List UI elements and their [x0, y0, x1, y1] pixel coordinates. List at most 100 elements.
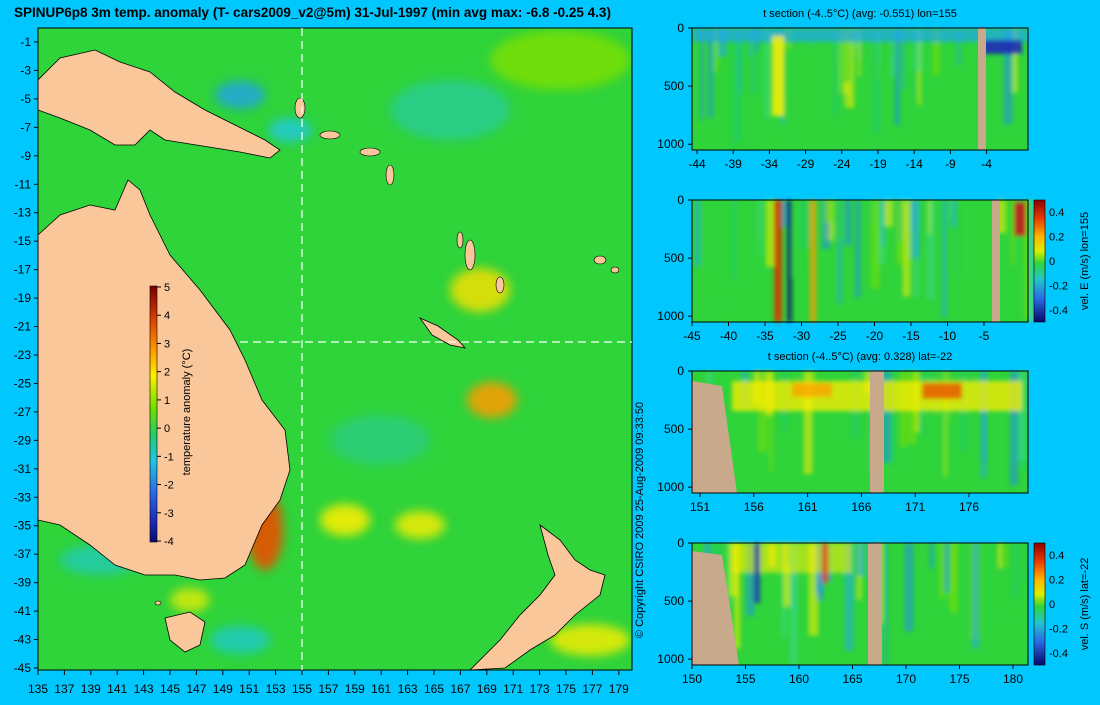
section-x-tick-label: 175 — [949, 672, 969, 686]
map-y-tick-label: -19 — [14, 291, 32, 305]
land-new-caledonia — [418, 317, 467, 349]
map-x-tick-label: 157 — [318, 682, 338, 696]
map-y-tick-label: -15 — [14, 234, 32, 248]
section-x-tick-label: 171 — [905, 500, 925, 514]
section-y-tick-label: 0 — [677, 364, 684, 378]
velocity-colorbar — [1033, 542, 1046, 666]
map-x-tick-label: 161 — [371, 682, 391, 696]
section-x-tick-label: -34 — [761, 157, 779, 171]
map-x-tick-label: 135 — [28, 682, 48, 696]
velocity-colorbar-tick-label: 0.2 — [1049, 232, 1064, 244]
colorbar-tick-label: 0 — [164, 423, 170, 435]
map-y-tick-label: -29 — [14, 433, 32, 447]
section-panel-3: 0 500 1000 150 155 160 165 170 175 180 0.4 0.2 0 -0.2… — [657, 536, 1091, 686]
section-x-tick-label: -39 — [725, 157, 743, 171]
map-y-ticks: -1 -3 -5 -7 -9 -11 -13 -15 -17 -19 -21 -23 -25 -27 -29… — [14, 35, 38, 675]
section-y-tick-label: 0 — [677, 21, 684, 35]
map-y-tick-label: -1 — [20, 35, 31, 49]
map-x-tick-label: 143 — [134, 682, 154, 696]
map-title: SPINUP6p8 3m temp. anomaly (T- cars2009_… — [14, 5, 611, 20]
section-x-tick-label: 161 — [798, 500, 818, 514]
map-x-ticks: 135 137 139 141 143 145 147 149 151 153 155 157 159 1… — [28, 670, 629, 696]
section-y-tick-label: 500 — [664, 422, 684, 436]
velocity-colorbar-label: vel. E (m/s) lon=155 — [1079, 212, 1091, 310]
map-x-tick-label: 151 — [239, 682, 259, 696]
colorbar-tick-label: 2 — [164, 367, 170, 379]
section-y-tick-label: 1000 — [657, 480, 684, 494]
section-x-tick-label: -5 — [979, 329, 990, 343]
velocity-colorbar-tick-label: -0.4 — [1049, 305, 1068, 317]
section-x-tick-label: -45 — [683, 329, 701, 343]
map-x-tick-label: 165 — [424, 682, 444, 696]
map-y-tick-label: -45 — [14, 661, 32, 675]
map-y-tick-label: -13 — [14, 206, 32, 220]
velocity-colorbar-tick-label: -0.2 — [1049, 281, 1068, 293]
map-y-tick-label: -25 — [14, 376, 32, 390]
section-x-tick-label: 150 — [682, 672, 702, 686]
velocity-colorbar-label: vel. S (m/s) lat=-22 — [1079, 558, 1091, 651]
section-land — [692, 551, 739, 665]
section-land — [992, 200, 1000, 322]
map-x-tick-label: 167 — [450, 682, 470, 696]
section-x-tick-label: 151 — [690, 500, 710, 514]
section-title: t section (-4..5°C) (avg: -0.551) lon=15… — [763, 8, 957, 20]
section-y-tick-label: 0 — [677, 193, 684, 207]
copyright-text: © Copyright CSIRO 2009 25-Aug-2009 09:33… — [634, 402, 646, 638]
section-y-tick-label: 0 — [677, 536, 684, 550]
section-y-tick-label: 1000 — [657, 137, 684, 151]
temperature-colorbar-label: temperature anomaly (°C) — [181, 349, 193, 476]
section-y-tick-label: 1000 — [657, 652, 684, 666]
section-y-tick-label: 500 — [664, 594, 684, 608]
section-x-tick-label: -35 — [756, 329, 774, 343]
map-x-tick-label: 163 — [398, 682, 418, 696]
section-x-tick-label: 180 — [1003, 672, 1023, 686]
map-y-tick-label: -3 — [20, 63, 31, 77]
map-y-tick-label: -41 — [14, 604, 32, 618]
section-land — [870, 371, 884, 493]
temperature-colorbar: 5 4 3 2 1 0 -1 -2 -3 -4 temperature anomaly (°C) — [149, 282, 193, 548]
velocity-colorbar-tick-label: 0 — [1049, 256, 1055, 268]
section-panel-1: 0 500 1000 -45 -40 -35 -30 -25 -20 -15 -10 -5 0.4 0.2… — [657, 193, 1091, 343]
map-y-tick-label: -33 — [14, 490, 32, 504]
section-y-tick-label: 500 — [664, 79, 684, 93]
land-new-guinea — [38, 49, 281, 159]
map-y-tick-label: -21 — [14, 320, 32, 334]
map-x-tick-label: 175 — [556, 682, 576, 696]
section-x-tick-label: -24 — [833, 157, 851, 171]
map-x-tick-label: 147 — [186, 682, 206, 696]
section-land — [692, 381, 737, 493]
section-x-tick-label: -9 — [945, 157, 956, 171]
map-y-tick-label: -11 — [15, 177, 32, 191]
section-x-tick-label: 155 — [735, 672, 755, 686]
map-x-tick-label: 141 — [107, 682, 127, 696]
map-y-tick-label: -9 — [20, 149, 31, 163]
section-x-tick-label: 156 — [744, 500, 764, 514]
colorbar-tick-label: 1 — [164, 395, 170, 407]
velocity-colorbar-tick-label: 0.4 — [1049, 550, 1064, 562]
velocity-colorbar-tick-label: 0.4 — [1049, 207, 1064, 219]
map-y-tick-label: -37 — [14, 547, 32, 561]
map-x-tick-label: 145 — [160, 682, 180, 696]
map-x-tick-label: 155 — [292, 682, 312, 696]
map-x-tick-label: 149 — [213, 682, 233, 696]
land-australia — [38, 179, 291, 581]
section-panel-2: t section (-4..5°C) (avg: 0.328) lat=-22… — [657, 351, 1029, 514]
velocity-colorbar-tick-label: 0.2 — [1049, 575, 1064, 587]
section-x-tick-label: -25 — [829, 329, 847, 343]
section-x-tick-label: -10 — [939, 329, 957, 343]
land-tasmania — [164, 611, 206, 653]
velocity-colorbar-tick-label: 0 — [1049, 599, 1055, 611]
map-y-tick-label: -43 — [14, 633, 32, 647]
map-x-tick-label: 169 — [477, 682, 497, 696]
colorbar-tick-label: -3 — [164, 508, 174, 520]
map-y-tick-label: -17 — [14, 263, 32, 277]
section-x-tick-label: -14 — [906, 157, 924, 171]
map-y-tick-label: -39 — [14, 576, 32, 590]
velocity-colorbar-tick-label: -0.4 — [1049, 648, 1068, 660]
colorbar-tick-label: 3 — [164, 338, 170, 350]
map-y-tick-label: -5 — [20, 92, 31, 106]
colorbar-tick-label: 5 — [164, 282, 170, 294]
velocity-colorbar-tick-label: -0.2 — [1049, 624, 1068, 636]
map-y-tick-label: -27 — [14, 405, 32, 419]
